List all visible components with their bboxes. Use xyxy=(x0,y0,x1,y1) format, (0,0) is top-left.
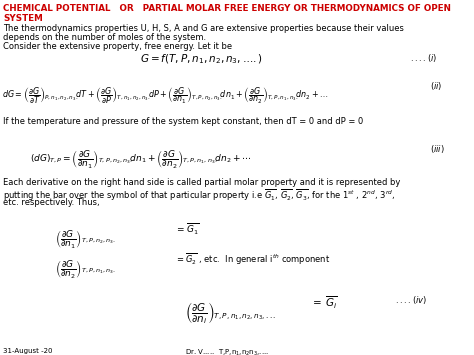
Text: putting the bar over the symbol of that particular property i.e $\overline{G_1}$: putting the bar over the symbol of that … xyxy=(3,188,395,203)
Text: $(dG)_{T,P} = \left(\dfrac{\partial G}{\partial n_1}\right)_{T,P,n_2,n_3.}\!\!dn: $(dG)_{T,P} = \left(\dfrac{\partial G}{\… xyxy=(30,148,251,170)
Text: $(iii)$: $(iii)$ xyxy=(430,143,445,155)
Text: SYSTEM: SYSTEM xyxy=(3,14,43,23)
Text: $....(iv)$: $....(iv)$ xyxy=(395,294,427,306)
Text: $G = f(T, P, n_1, n_2, n_3, \ldots.)$: $G = f(T, P, n_1, n_2, n_3, \ldots.)$ xyxy=(140,52,263,66)
Text: $....(i)$: $....(i)$ xyxy=(410,52,438,64)
Text: $dG = \left(\dfrac{\partial G}{\partial T}\right)_{P,n_1,n_2,n_3.}\!\!dT + \left: $dG = \left(\dfrac{\partial G}{\partial … xyxy=(2,85,328,105)
Text: Each derivative on the right hand side is called partial molar property and it i: Each derivative on the right hand side i… xyxy=(3,178,401,187)
Text: $(ii)$: $(ii)$ xyxy=(430,80,442,92)
Text: $= \overline{G_2}$ , etc.  In general i$^{th}$ component: $= \overline{G_2}$ , etc. In general i$^… xyxy=(175,252,330,267)
Text: $\left(\dfrac{\partial G}{\partial n_2}\right)_{T,P,n_1,n_3.}$: $\left(\dfrac{\partial G}{\partial n_2}\… xyxy=(55,258,116,280)
Text: Dr. V.....  T,P,n$_1$,n$_2$n$_3$,....: Dr. V..... T,P,n$_1$,n$_2$n$_3$,.... xyxy=(185,348,269,355)
Text: etc. respectively. Thus,: etc. respectively. Thus, xyxy=(3,198,100,207)
Text: 31-August -20: 31-August -20 xyxy=(3,348,53,354)
Text: $= \; \overline{G_i}$: $= \; \overline{G_i}$ xyxy=(310,294,338,311)
Text: $= \overline{G_1}$: $= \overline{G_1}$ xyxy=(175,222,199,237)
Text: CHEMICAL POTENTIAL   OR   PARTIAL MOLAR FREE ENERGY OR THERMODYNAMICS OF OPEN: CHEMICAL POTENTIAL OR PARTIAL MOLAR FREE… xyxy=(3,4,451,13)
Text: The thermodynamics properties U, H, S, A and G are extensive properties because : The thermodynamics properties U, H, S, A… xyxy=(3,24,404,33)
Text: $\left(\dfrac{\partial G}{\partial n_i}\right)_{T,P,n_1,n_2,n_3,...}$: $\left(\dfrac{\partial G}{\partial n_i}\… xyxy=(185,300,276,326)
Text: depends on the number of moles of the system.: depends on the number of moles of the sy… xyxy=(3,33,206,42)
Text: If the temperature and pressure of the system kept constant, then dT = 0 and dP : If the temperature and pressure of the s… xyxy=(3,117,363,126)
Text: $\left(\dfrac{\partial G}{\partial n_1}\right)_{T,P,n_2,n_3.}$: $\left(\dfrac{\partial G}{\partial n_1}\… xyxy=(55,228,116,250)
Text: Consider the extensive property, free energy. Let it be: Consider the extensive property, free en… xyxy=(3,42,232,51)
